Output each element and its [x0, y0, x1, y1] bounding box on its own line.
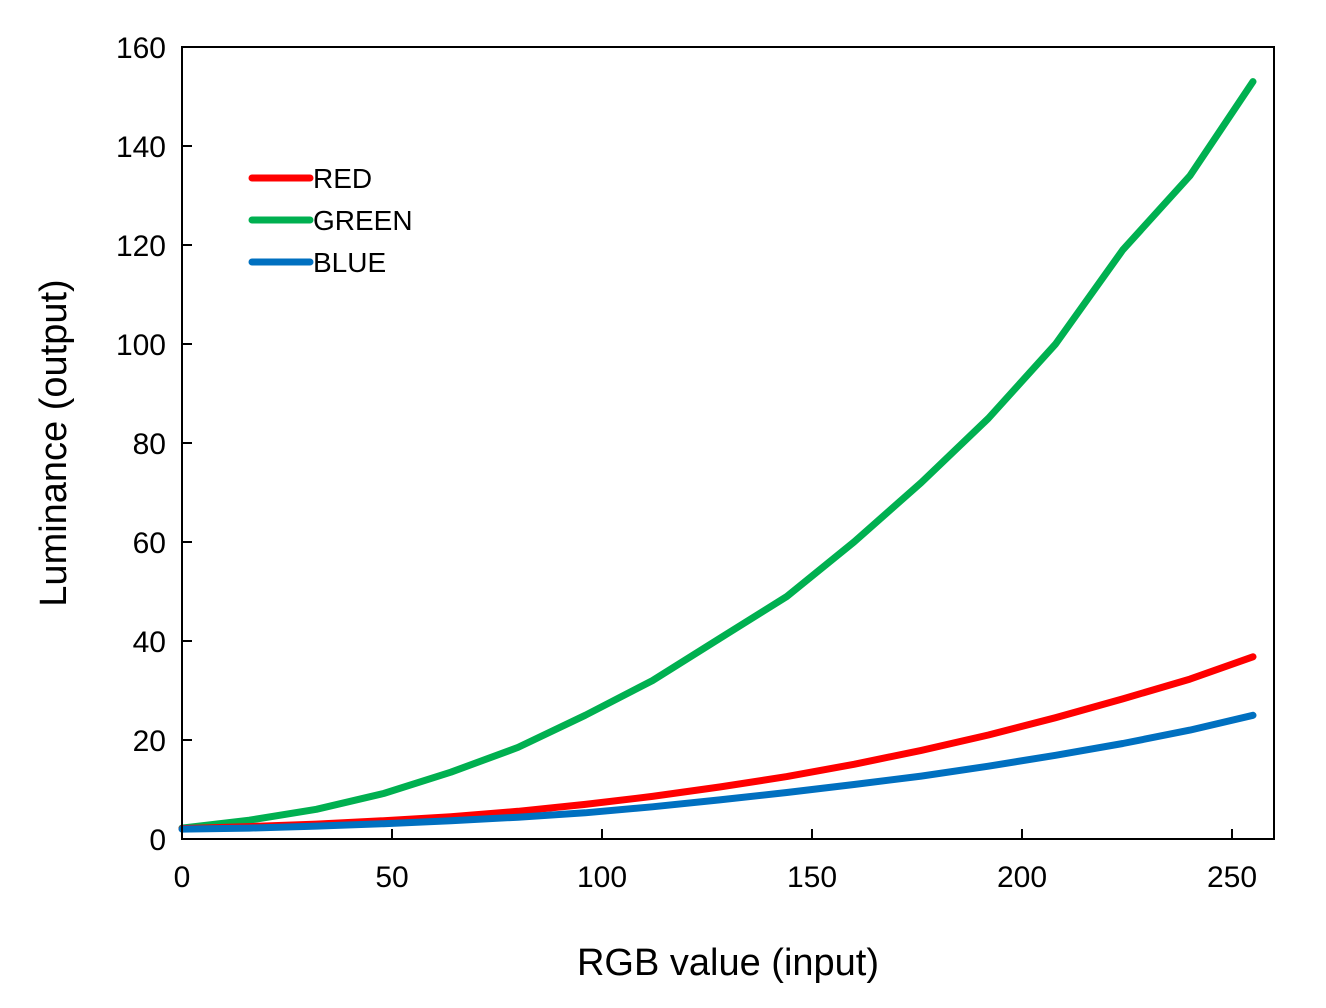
x-tick-label: 100 [577, 861, 627, 894]
y-tick-label: 20 [133, 725, 166, 758]
x-axis-title: RGB value (input) [577, 942, 879, 984]
y-tick-label: 160 [116, 32, 166, 65]
series-line-blue [178, 711, 1257, 833]
series-layer [178, 78, 1257, 833]
y-axis: 0 20 40 60 80 100 120 140 160 [116, 32, 192, 857]
legend: RED GREEN BLUE [248, 163, 413, 278]
legend-label-blue: BLUE [313, 247, 386, 278]
y-tick-label: 100 [116, 329, 166, 362]
y-tick-label: 120 [116, 230, 166, 263]
series-line-green [178, 78, 1257, 832]
legend-label-green: GREEN [313, 205, 413, 236]
y-axis-title: Luminance (output) [33, 279, 75, 606]
y-tick-label: 80 [133, 428, 166, 461]
x-tick-label: 50 [375, 861, 408, 894]
y-tick-label: 0 [149, 824, 166, 857]
x-tick-label: 150 [787, 861, 837, 894]
y-tick-label: 60 [133, 527, 166, 560]
legend-label-red: RED [313, 163, 372, 194]
x-tick-label: 250 [1207, 861, 1257, 894]
y-tick-label: 40 [133, 626, 166, 659]
x-tick-label: 200 [997, 861, 1047, 894]
x-axis: 0 50 100 150 200 250 [174, 829, 1257, 894]
x-tick-label: 0 [174, 861, 191, 894]
y-tick-label: 140 [116, 131, 166, 164]
